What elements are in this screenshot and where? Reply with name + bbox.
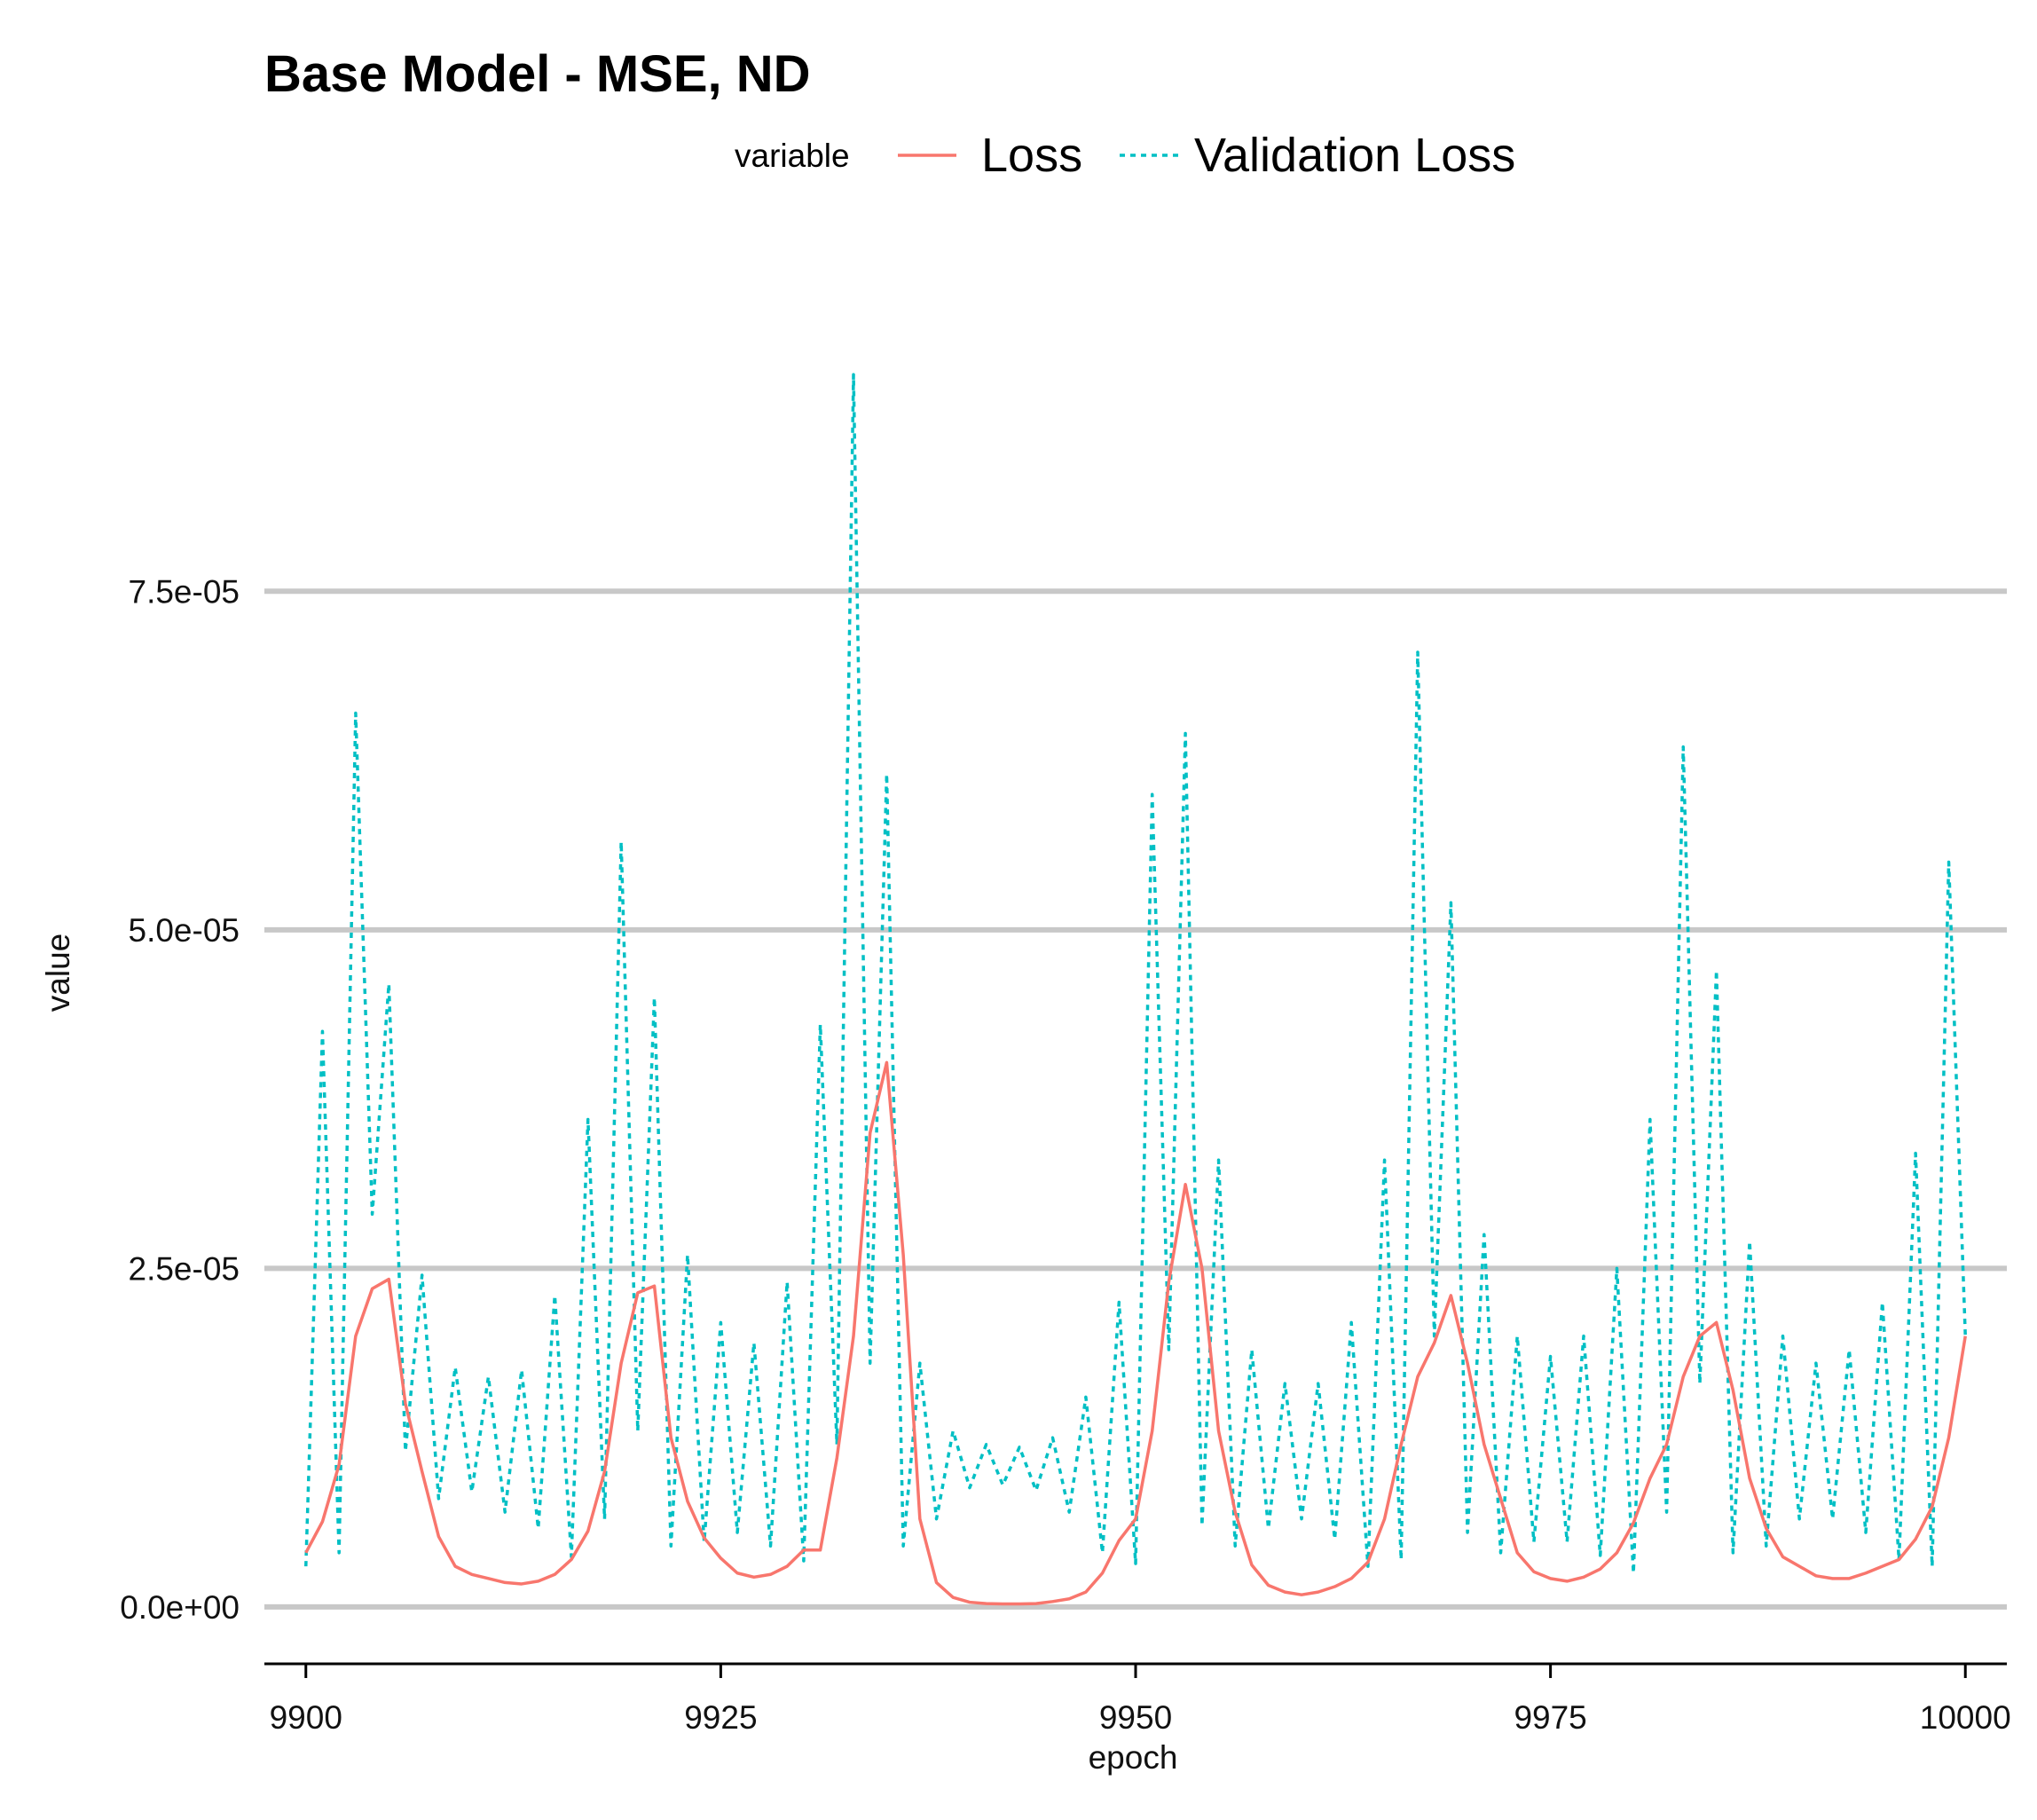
legend: variable Loss Validation Loss [735, 129, 1515, 182]
x-axis-title: epoch [1089, 1739, 1178, 1776]
legend-label-validation-loss: Validation Loss [1194, 129, 1515, 182]
y-axis-title: value [40, 934, 76, 1012]
series-line-validation-loss [304, 373, 1967, 1575]
x-tick-label: 10000 [1920, 1699, 2011, 1736]
legend-title: variable [735, 138, 850, 174]
y-tick-label: 2.5e-05 [129, 1250, 240, 1287]
series-line-loss [304, 1060, 1967, 1606]
y-tick-label: 7.5e-05 [129, 573, 240, 610]
y-tick-label: 5.0e-05 [129, 912, 240, 949]
chart-title: Base Model - MSE, ND [264, 45, 811, 103]
x-tick-label: 9900 [270, 1699, 342, 1736]
x-axis: 9900 9925 9950 9975 10000 [264, 1662, 2011, 1736]
y-tick-label: 0.0e+00 [120, 1589, 240, 1626]
series-lines [304, 373, 1967, 1606]
x-tick-label: 9925 [684, 1699, 757, 1736]
x-tick-label: 9975 [1514, 1699, 1586, 1736]
y-axis: 0.0e+00 2.5e-05 5.0e-05 7.5e-05 [120, 573, 240, 1626]
gridlines [264, 588, 2007, 1610]
x-tick-label: 9950 [1099, 1699, 1172, 1736]
legend-label-loss: Loss [981, 129, 1082, 182]
